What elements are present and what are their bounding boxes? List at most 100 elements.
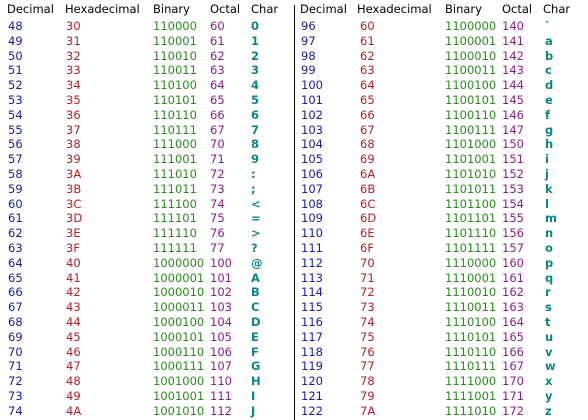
decimal-cell: 122	[301, 403, 323, 418]
header-decimal: Decimal	[7, 2, 54, 16]
hex-cell: 32	[66, 48, 81, 63]
decimal-cell: 52	[8, 78, 23, 93]
hex-cell: 35	[66, 93, 81, 107]
char-cell: 4	[251, 78, 260, 93]
char-cell: e	[545, 93, 553, 107]
binary-cell: 1000101	[153, 329, 205, 344]
char-cell: b	[545, 48, 554, 63]
binary-cell: 111000	[153, 137, 197, 152]
header-octal: Octal	[210, 2, 241, 16]
header-hexadecimal: Hexadecimal	[357, 2, 432, 16]
binary-cell: 110111	[153, 122, 197, 137]
octal-cell: 146	[502, 107, 524, 122]
decimal-cell: 106	[301, 167, 323, 181]
binary-cell: 1000100	[153, 315, 205, 329]
binary-cell: 1100001	[445, 33, 497, 48]
decimal-cell: 110	[301, 226, 323, 241]
char-cell: d	[545, 78, 554, 93]
char-cell: =	[251, 211, 261, 226]
char-cell: >	[251, 226, 261, 241]
binary-cell: 110101	[153, 93, 197, 107]
octal-cell: 157	[502, 241, 524, 255]
binary-cell: 1101001	[445, 152, 497, 167]
octal-cell: 162	[502, 285, 524, 300]
hex-cell: 73	[360, 300, 375, 315]
octal-cell: 66	[210, 107, 225, 122]
hex-cell: 37	[66, 122, 81, 137]
octal-cell: 73	[210, 181, 225, 196]
hex-cell: 67	[360, 122, 375, 137]
decimal-cell: 62	[8, 226, 23, 241]
hex-cell: 30	[66, 19, 81, 33]
decimal-cell: 60	[8, 196, 23, 211]
binary-cell: 1100101	[445, 93, 497, 107]
hex-cell: 3F	[66, 241, 80, 255]
octal-cell: 171	[502, 389, 524, 403]
binary-cell: 110110	[153, 107, 197, 122]
hex-cell: 36	[66, 107, 81, 122]
header-octal: Octal	[502, 2, 533, 16]
decimal-cell: 97	[301, 33, 316, 48]
binary-cell: 111100	[153, 196, 197, 211]
hex-cell: 33	[66, 63, 81, 78]
binary-cell: 1100100	[445, 78, 497, 93]
octal-cell: 61	[210, 33, 225, 48]
binary-cell: 1110001	[445, 270, 497, 285]
hex-cell: 71	[360, 270, 375, 285]
octal-cell: 145	[502, 93, 524, 107]
decimal-cell: 117	[301, 329, 323, 344]
octal-cell: 71	[210, 152, 225, 167]
char-cell: i	[545, 152, 549, 167]
decimal-cell: 64	[8, 255, 23, 270]
octal-cell: 154	[502, 196, 524, 211]
octal-cell: 101	[210, 270, 232, 285]
binary-cell: 111101	[153, 211, 197, 226]
hex-cell: 65	[360, 93, 375, 107]
char-cell: `	[545, 19, 551, 33]
decimal-cell: 49	[8, 33, 23, 48]
binary-cell: 111001	[153, 152, 197, 167]
decimal-cell: 74	[8, 403, 23, 418]
decimal-cell: 118	[301, 344, 323, 359]
decimal-cell: 51	[8, 63, 23, 78]
octal-cell: 106	[210, 344, 232, 359]
octal-cell: 102	[210, 285, 232, 300]
hex-cell: 61	[360, 33, 375, 48]
decimal-cell: 58	[8, 167, 23, 181]
hex-cell: 43	[66, 300, 81, 315]
hex-cell: 72	[360, 285, 375, 300]
char-cell: t	[545, 315, 551, 329]
octal-cell: 64	[210, 78, 225, 93]
octal-cell: 60	[210, 19, 225, 33]
hex-cell: 31	[66, 33, 81, 48]
octal-cell: 151	[502, 152, 524, 167]
char-cell: n	[545, 226, 554, 241]
char-cell: x	[545, 374, 553, 389]
hex-cell: 78	[360, 374, 375, 389]
decimal-cell: 48	[8, 19, 23, 33]
char-cell: r	[545, 285, 551, 300]
char-cell: v	[545, 344, 553, 359]
binary-cell: 1101000	[445, 137, 497, 152]
hex-cell: 38	[66, 137, 81, 152]
octal-cell: 161	[502, 270, 524, 285]
binary-cell: 1101010	[445, 167, 497, 181]
char-cell: ?	[251, 241, 258, 255]
octal-cell: 163	[502, 300, 524, 315]
decimal-cell: 103	[301, 122, 323, 137]
column-divider	[294, 5, 295, 420]
decimal-cell: 114	[301, 285, 323, 300]
hex-cell: 75	[360, 329, 375, 344]
decimal-cell: 109	[301, 211, 323, 226]
decimal-cell: 66	[8, 285, 23, 300]
hex-cell: 44	[66, 315, 81, 329]
binary-cell: 1101111	[445, 241, 497, 255]
binary-cell: 110001	[153, 33, 197, 48]
char-cell: E	[251, 329, 259, 344]
binary-cell: 110100	[153, 78, 197, 93]
decimal-cell: 56	[8, 137, 23, 152]
char-cell: w	[545, 359, 556, 374]
char-cell: q	[545, 270, 554, 285]
octal-cell: 155	[502, 211, 524, 226]
decimal-cell: 113	[301, 270, 323, 285]
